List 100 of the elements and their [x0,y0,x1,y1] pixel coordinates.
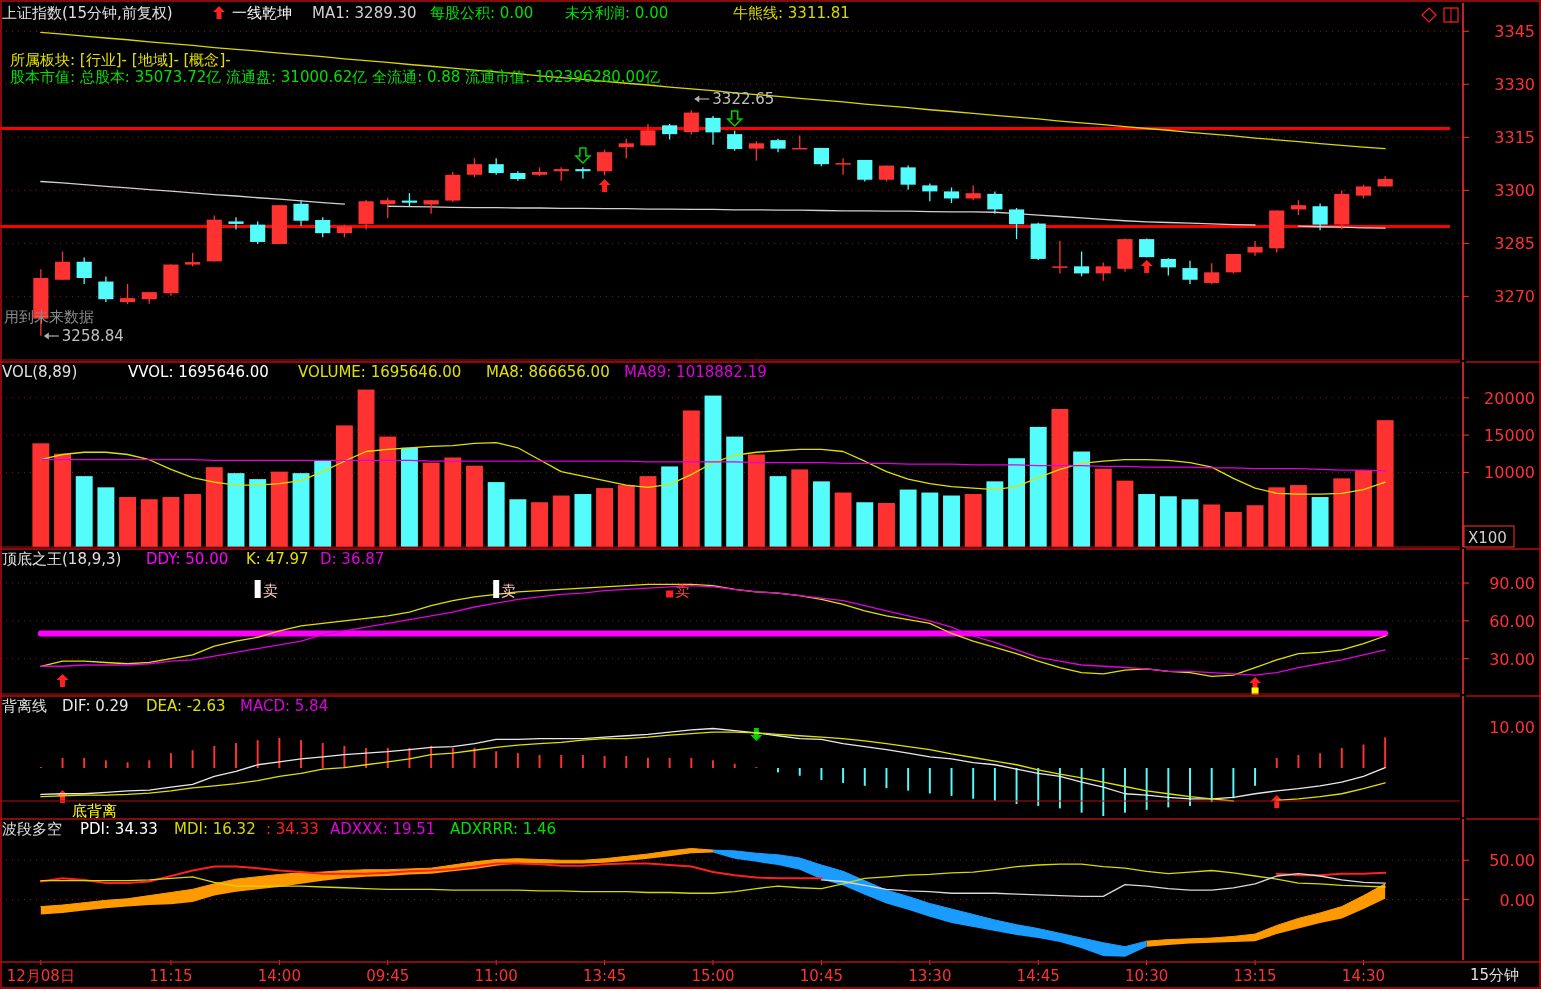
candlestick [76,256,92,285]
bar [162,497,180,547]
annotation: 卖 [262,582,278,600]
bar [552,495,570,547]
text: DIF: 0.29 [62,697,129,715]
bar [379,436,397,547]
bar [878,502,895,547]
y-tick-label: 3300 [1494,181,1535,201]
line-series [820,872,1386,898]
text: 10.00 [1489,718,1535,737]
bar [1333,478,1351,547]
candlestick [1008,207,1025,240]
bar [357,389,375,547]
x-tick-label: 11:00 [474,967,518,985]
annotation: 3322.65 [712,90,775,108]
bar [54,453,71,547]
bar [1355,470,1372,547]
candlestick [1074,250,1090,277]
annotation: 3258.84 [61,327,124,345]
candlestick [358,199,374,231]
bar [704,395,722,547]
text: X100 [1468,529,1507,547]
bar [1289,485,1307,547]
y-tick-label: 50.00 [1489,851,1535,871]
text: 15分钟 [1470,966,1520,984]
line-series [40,459,1386,472]
candlestick [1182,260,1198,285]
bar [834,492,852,547]
x-tick-label: 13:45 [582,967,627,985]
annotation: 每股公积: 0.00 [430,4,534,22]
y-tick-label: 3270 [1494,287,1535,307]
text: MACD: 5.84 [240,697,329,715]
bar [32,443,50,547]
bar [97,487,115,547]
y-tick-label: 20000 [1484,388,1535,408]
candlestick [618,138,634,159]
x-tick-label: 15:00 [691,967,735,985]
bar [1073,451,1091,547]
candlestick [119,283,136,305]
x-tick-label: 12月08日 [6,967,75,985]
bar [661,466,679,547]
candlestick [380,197,396,219]
y-tick-label: 3330 [1494,75,1535,95]
text: MA1: 3289.30 [312,4,417,22]
bar [682,410,700,547]
candlestick [1052,240,1068,275]
bar [1246,505,1264,547]
bar [249,479,267,547]
x-tick-label: 14:00 [257,967,301,985]
bar [791,469,809,547]
candlestick [466,157,483,178]
candlestick [900,164,916,191]
bar [466,465,483,547]
candlestick [315,216,331,238]
bar [1224,511,1242,547]
line-series [40,31,1386,150]
bar [227,473,245,547]
bar [1138,494,1156,547]
bar [1094,468,1112,547]
bar [75,476,93,547]
text: 牛熊线: 3311.81 [733,4,850,22]
candlestick [835,157,851,176]
candlestick [1312,202,1328,231]
bar [140,499,158,547]
bar [400,447,418,547]
bar [617,485,635,547]
candlestick [228,216,244,231]
x-tick-label: 10:30 [1125,967,1169,985]
y-tick-label: 60.00 [1489,611,1535,631]
candlestick [987,190,1003,215]
annotation: 底背离 [72,802,117,820]
bar [335,425,353,547]
candlestick [1247,240,1263,257]
annotation: PDI: 34.33 [80,820,158,838]
candlestick [293,199,309,227]
bar [747,454,765,547]
x-tick-label: 10:45 [799,967,844,985]
text: 所属板块: [行业]- [地域]- [概念]- [10,51,231,69]
candlestick [748,140,764,162]
bar [1029,426,1047,547]
bar [1051,409,1069,547]
chart-title: 顶底之王(18,9,3) [2,550,122,568]
bar [1203,504,1221,547]
candlestick [597,149,613,177]
chart-title: 上证指数(15分钟,前复权) [2,4,173,22]
candlestick [705,115,721,146]
bar [531,502,548,547]
candlestick [423,199,439,215]
annotation: 卖 [674,582,690,600]
text: DEA: -2.63 [146,697,226,715]
bar [639,476,657,547]
candlestick [683,109,699,136]
bar [1311,497,1329,547]
candlestick [1204,262,1220,285]
candlestick [727,129,743,152]
bar [119,497,137,547]
chart-title: 背离线 [2,697,47,715]
bar [205,467,223,547]
bar [726,436,744,547]
bar [314,460,332,547]
